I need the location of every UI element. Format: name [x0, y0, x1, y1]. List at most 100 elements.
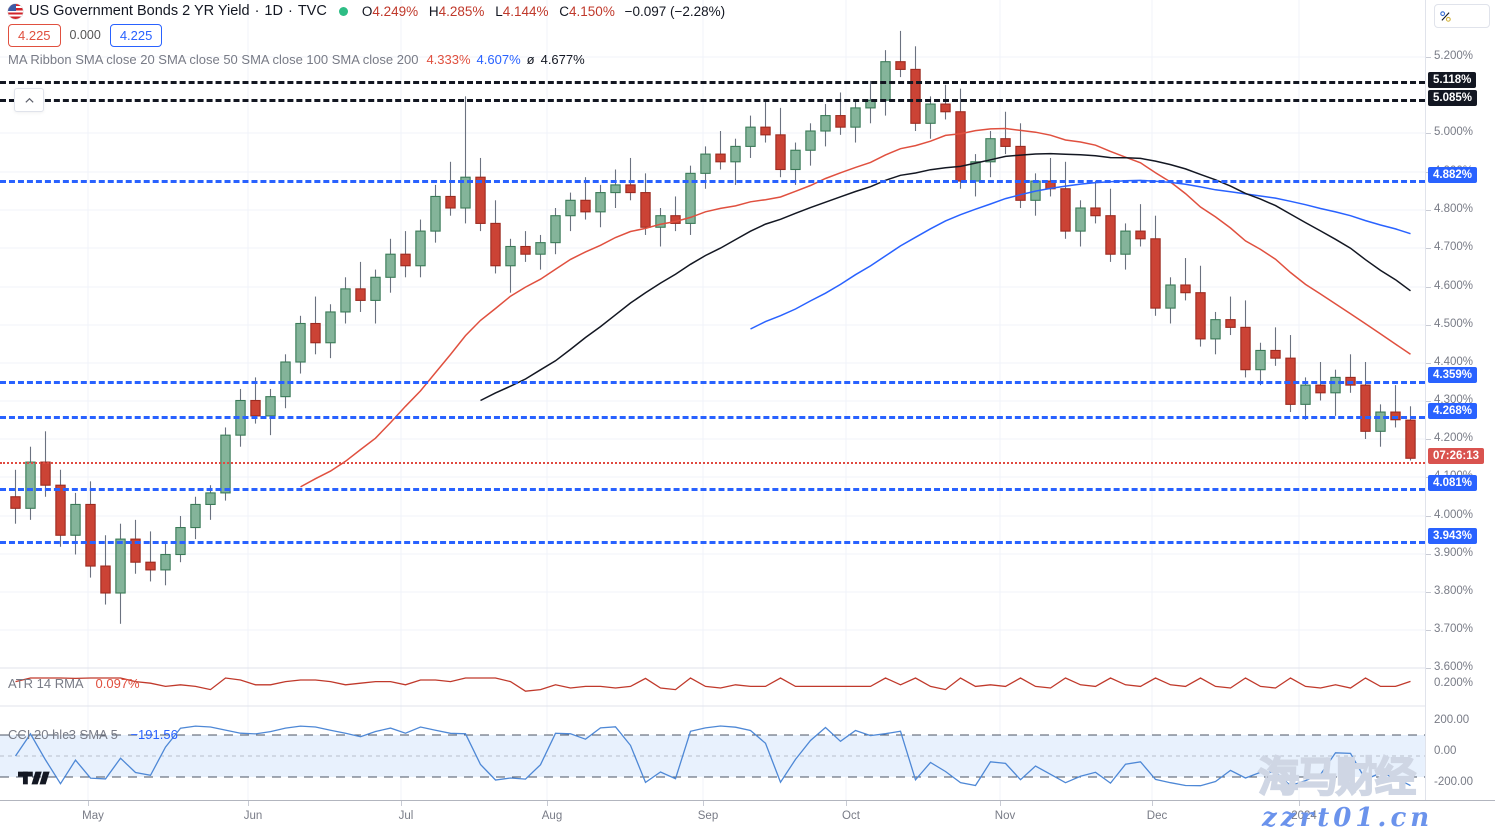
price-tick-3800: 3.800%	[1434, 585, 1474, 597]
legend-symbol-row[interactable]: US Government Bonds 2 YR Yield · 1D · TV…	[8, 0, 725, 22]
chart-plot-area[interactable]	[0, 0, 1425, 800]
legend-collapse-button[interactable]	[14, 88, 44, 112]
candle-body	[610, 184, 621, 194]
candle-body	[460, 176, 471, 209]
time-axis[interactable]: May Jun Jul Aug Sep Oct Nov Dec 2024	[0, 800, 1495, 833]
ohlc-high-value: 4.285%	[438, 3, 485, 19]
percent-scale-button[interactable]	[1434, 4, 1490, 28]
level-line-5118[interactable]	[0, 81, 1425, 84]
chart-legend: US Government Bonds 2 YR Yield · 1D · TV…	[8, 0, 725, 70]
level-line-4081[interactable]	[0, 488, 1425, 491]
level-line-5085[interactable]	[0, 99, 1425, 102]
price-axis[interactable]: 5.200%5.000%4.900%4.800%4.700%4.600%4.50…	[1425, 0, 1495, 800]
candle-body	[1165, 284, 1176, 309]
atr-indicator-legend[interactable]: ATR 14 RMA 0.097%	[8, 676, 140, 691]
candle-body	[835, 115, 846, 128]
axis-tick-mark	[1426, 554, 1431, 555]
candle-body	[715, 153, 726, 163]
level-line-4268[interactable]	[0, 416, 1425, 419]
candle-body	[160, 553, 171, 571]
level-line-3943[interactable]	[0, 541, 1425, 544]
level-line-4882[interactable]	[0, 180, 1425, 183]
level-badge-4268[interactable]: 4.268%	[1428, 403, 1478, 419]
candle-body	[10, 496, 21, 509]
candle-body	[1360, 384, 1371, 432]
candle-body	[25, 461, 36, 509]
legend-ma-ribbon-row[interactable]: MA Ribbon SMA close 20 SMA close 50 SMA …	[8, 48, 725, 70]
candle-body	[550, 215, 561, 244]
percent-icon	[1440, 10, 1451, 22]
exchange-label[interactable]: TVC	[297, 3, 327, 19]
last-price-line[interactable]	[0, 462, 1425, 464]
candle-body	[1090, 207, 1101, 217]
candle-body	[910, 68, 921, 124]
axis-tick-mark	[1426, 439, 1431, 440]
time-tick-mark	[1152, 801, 1153, 806]
candle-body	[775, 134, 786, 171]
atr-line	[15, 677, 1411, 692]
candle-body	[1240, 326, 1251, 371]
us-flag-icon	[8, 3, 23, 19]
level-badge-4081[interactable]: 4.081%	[1428, 475, 1478, 491]
price-tick-4400: 4.400%	[1434, 356, 1474, 368]
time-tick-mark	[248, 801, 249, 806]
candle-body	[790, 149, 801, 171]
cci-indicator-legend[interactable]: CCI 20 hlc3 SMA 5 −191.56	[8, 727, 178, 742]
candle-body	[850, 107, 861, 128]
candle-body	[340, 288, 351, 313]
level-badge-4359[interactable]: 4.359%	[1428, 367, 1478, 383]
ohlc-high-label: H	[428, 3, 439, 19]
indicator-tick-20000: 200.00	[1434, 714, 1470, 726]
level-badge-4882[interactable]: 4.882%	[1428, 167, 1478, 183]
candle-body	[745, 126, 756, 147]
ma-ribbon-value-blue: 4.607%	[476, 51, 521, 67]
pill-right-value[interactable]: 4.225	[109, 23, 163, 47]
ma-ribbon-name[interactable]: MA Ribbon SMA close 20 SMA close 50 SMA …	[8, 51, 419, 67]
axis-tick-mark	[1426, 325, 1431, 326]
interval-label[interactable]: 1D	[264, 3, 283, 19]
candle-body	[655, 215, 666, 228]
level-badge-3943[interactable]: 3.943%	[1428, 528, 1478, 544]
candle-body	[1330, 376, 1341, 394]
candle-body	[40, 461, 51, 486]
candle-body	[730, 145, 741, 163]
symbol-title[interactable]: US Government Bonds 2 YR Yield	[29, 3, 250, 19]
candle-body	[265, 396, 276, 417]
candle-body	[985, 138, 996, 163]
price-tick-4200: 4.200%	[1434, 432, 1474, 444]
time-label-Sep: Sep	[697, 810, 719, 822]
atr-indicator-value: 0.097%	[95, 676, 140, 691]
price-tick-3700: 3.700%	[1434, 623, 1474, 635]
level-badge-5085[interactable]: 5.085%	[1428, 90, 1478, 106]
time-tick-mark	[401, 801, 402, 806]
candle-body	[1195, 292, 1206, 340]
candle-body	[55, 484, 66, 536]
candle-body	[565, 199, 576, 217]
axis-tick-mark	[1426, 287, 1431, 288]
ohlc-change-value: −0.097 (−2.28%)	[624, 3, 726, 19]
price-tick-4700: 4.700%	[1434, 241, 1474, 253]
candle-body	[1150, 238, 1161, 309]
tradingview-logo-icon[interactable]	[18, 768, 56, 788]
time-label-Oct: Oct	[842, 810, 860, 822]
countdown-badge[interactable]: 07:26:13	[1428, 448, 1485, 464]
candle-body	[1225, 319, 1236, 328]
axis-tick-mark	[1426, 668, 1431, 669]
pill-middle-value: 0.000	[69, 28, 101, 42]
time-tick-mark	[547, 801, 548, 806]
candle-body	[820, 115, 831, 132]
candle-body	[685, 172, 696, 224]
time-label-May: May	[82, 810, 104, 822]
candle-body	[1390, 411, 1401, 421]
candle-body	[400, 253, 411, 267]
axis-tick-mark	[1426, 57, 1431, 58]
candle-body	[1060, 188, 1071, 232]
pill-left-value[interactable]: 4.225	[8, 23, 61, 47]
cci-line	[14, 725, 1411, 787]
candle-body	[805, 130, 816, 151]
level-badge-5118[interactable]: 5.118%	[1428, 72, 1477, 88]
candle-body	[490, 222, 501, 267]
level-line-4359[interactable]	[0, 381, 1425, 384]
ma-ribbon-avg-symbol: ø	[526, 51, 535, 67]
candle-body	[1270, 349, 1281, 359]
